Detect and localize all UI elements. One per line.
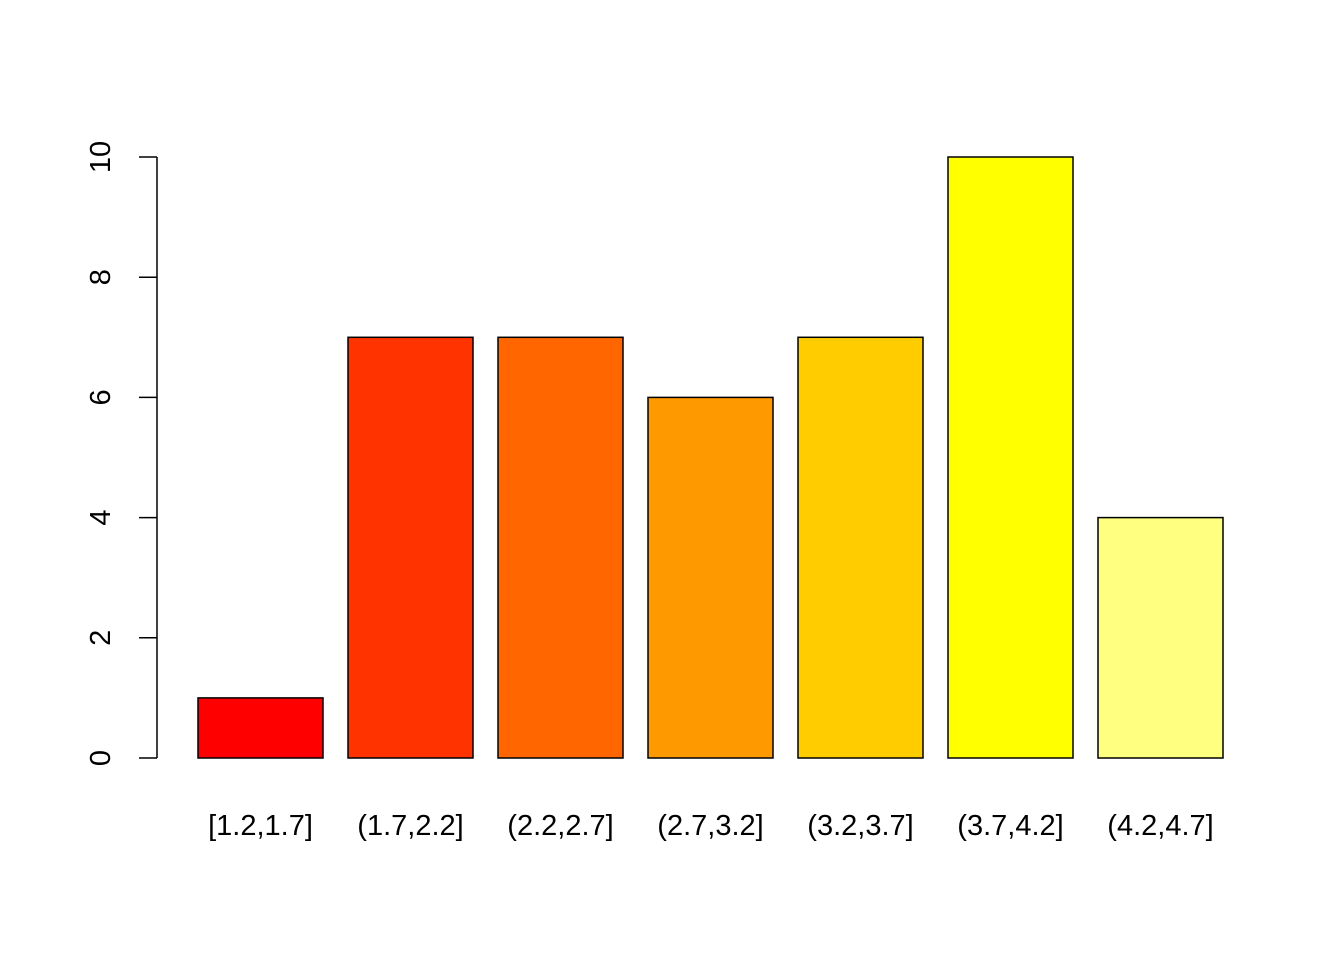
x-category-label: (3.7,4.2] — [957, 810, 1063, 842]
x-category-label: (4.2,4.7] — [1107, 810, 1213, 842]
y-tick-label: 8 — [85, 269, 117, 285]
bars-group — [197, 156, 1224, 759]
x-category-label: [1.2,1.7] — [208, 810, 313, 842]
x-category-label: (3.2,3.7] — [807, 810, 913, 842]
x-category-label: (1.7,2.2] — [357, 810, 463, 842]
y-axis: 0 2 4 6 8 10 — [85, 141, 158, 766]
bar — [347, 336, 474, 759]
y-tick-label: 4 — [85, 510, 117, 526]
bar — [647, 396, 774, 759]
y-tick-label: 6 — [85, 389, 117, 405]
x-axis-labels: [1.2,1.7] (1.7,2.2] (2.2,2.7] (2.7,3.2] (3.2… — [208, 810, 1214, 842]
y-tick-label: 0 — [85, 750, 117, 766]
x-category-label: (2.7,3.2] — [657, 810, 763, 842]
y-tick-label: 10 — [85, 141, 117, 173]
bar — [947, 156, 1074, 759]
bar — [497, 336, 624, 759]
y-tick-label: 2 — [85, 630, 117, 646]
bar — [1097, 516, 1224, 759]
x-category-label: (2.2,2.7] — [507, 810, 613, 842]
bar — [197, 697, 324, 759]
bar — [797, 336, 924, 759]
